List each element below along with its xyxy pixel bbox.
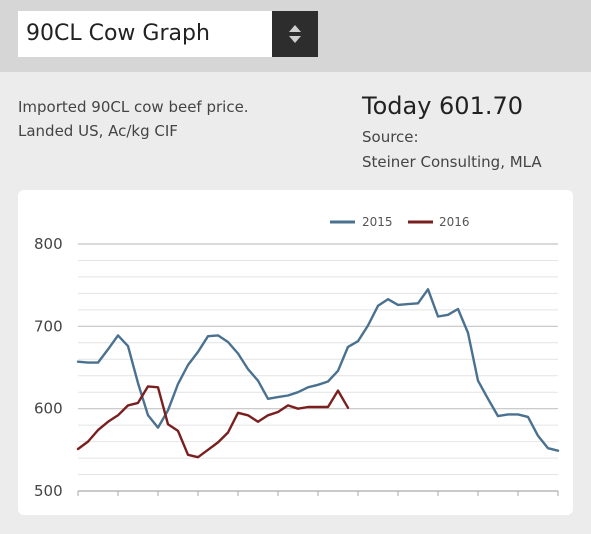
- source-label: Source:: [362, 128, 419, 146]
- graph-select-value[interactable]: 90CL Cow Graph: [18, 11, 272, 57]
- chart-card: 500 600 700 800 2015 2016: [18, 190, 573, 515]
- series-line-2015: [76, 288, 560, 452]
- price-line-chart: 500 600 700 800 2015 2016: [34, 215, 560, 500]
- description-line-1: Imported 90CL cow beef price.: [18, 98, 249, 116]
- source-value: Steiner Consulting, MLA: [362, 153, 542, 171]
- y-tick-label: 500: [34, 482, 63, 500]
- graph-select[interactable]: 90CL Cow Graph: [18, 11, 318, 57]
- chart-description: Imported 90CL cow beef price. Landed US,…: [18, 95, 318, 143]
- y-tick-label: 700: [34, 317, 63, 335]
- updown-arrows-icon[interactable]: [272, 11, 318, 57]
- y-tick-label: 600: [34, 400, 63, 418]
- y-tick-label: 800: [34, 235, 63, 253]
- legend-label-2015: 2015: [362, 215, 393, 229]
- today-price: Today 601.70: [362, 92, 524, 120]
- description-line-2: Landed US, Ac/kg CIF: [18, 122, 178, 140]
- series-line-2016: [76, 385, 350, 459]
- source-block: Source: Steiner Consulting, MLA: [362, 125, 542, 175]
- legend-label-2016: 2016: [439, 215, 470, 229]
